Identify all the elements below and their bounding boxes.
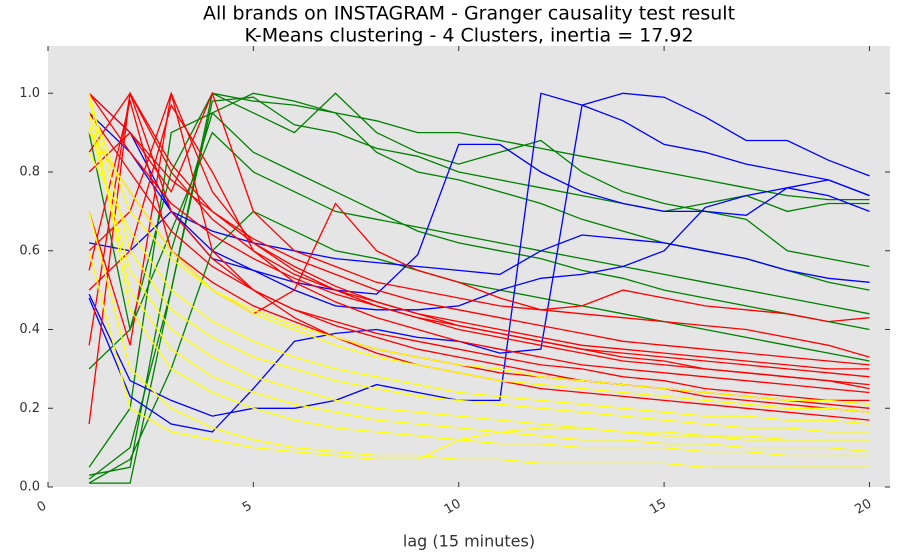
- x-tick-label: 15: [647, 496, 669, 517]
- series-line: [88, 112, 870, 402]
- x-tick-label: 5: [240, 498, 255, 515]
- x-tick-label: 10: [442, 496, 464, 517]
- series-line: [88, 91, 870, 358]
- series-line: [88, 92, 870, 433]
- series-line: [88, 93, 870, 457]
- series-line: [88, 112, 870, 468]
- series-line: [88, 179, 870, 311]
- y-tick-label: 0.4: [19, 322, 40, 337]
- series-line: [88, 91, 870, 370]
- series-line: [88, 92, 870, 370]
- series-line: [88, 124, 870, 441]
- series-line: [88, 250, 870, 461]
- series-line: [89, 92, 870, 484]
- y-tick-label: 0.2: [19, 401, 40, 416]
- y-tick-label: 0.0: [19, 480, 40, 495]
- series-line: [88, 92, 870, 390]
- series-line: [88, 92, 870, 417]
- series-line: [88, 151, 870, 425]
- chart-subtitle: K-Means clustering - 4 Clusters, inertia…: [244, 25, 693, 47]
- series-line: [88, 112, 870, 453]
- series-line: [88, 210, 870, 484]
- series-line: [88, 103, 870, 394]
- series-line: [88, 211, 870, 468]
- series-line: [88, 93, 870, 425]
- x-tick-label: 20: [853, 496, 875, 517]
- lines: [88, 91, 870, 484]
- series-line: [88, 112, 870, 283]
- y-tick-label: 0.6: [19, 243, 40, 258]
- plot-area: [48, 46, 890, 487]
- series-line: [88, 92, 870, 295]
- x-tick-label: 0: [35, 498, 50, 515]
- series-line: [88, 93, 870, 433]
- series-line: [88, 131, 870, 332]
- series-line: [88, 100, 870, 405]
- y-tick-label: 0.8: [19, 165, 40, 180]
- y-tick-label: 1.0: [19, 86, 40, 101]
- chart-title: All brands on INSTAGRAM - Granger causal…: [203, 3, 735, 25]
- x-axis-label: lag (15 minutes): [403, 532, 535, 551]
